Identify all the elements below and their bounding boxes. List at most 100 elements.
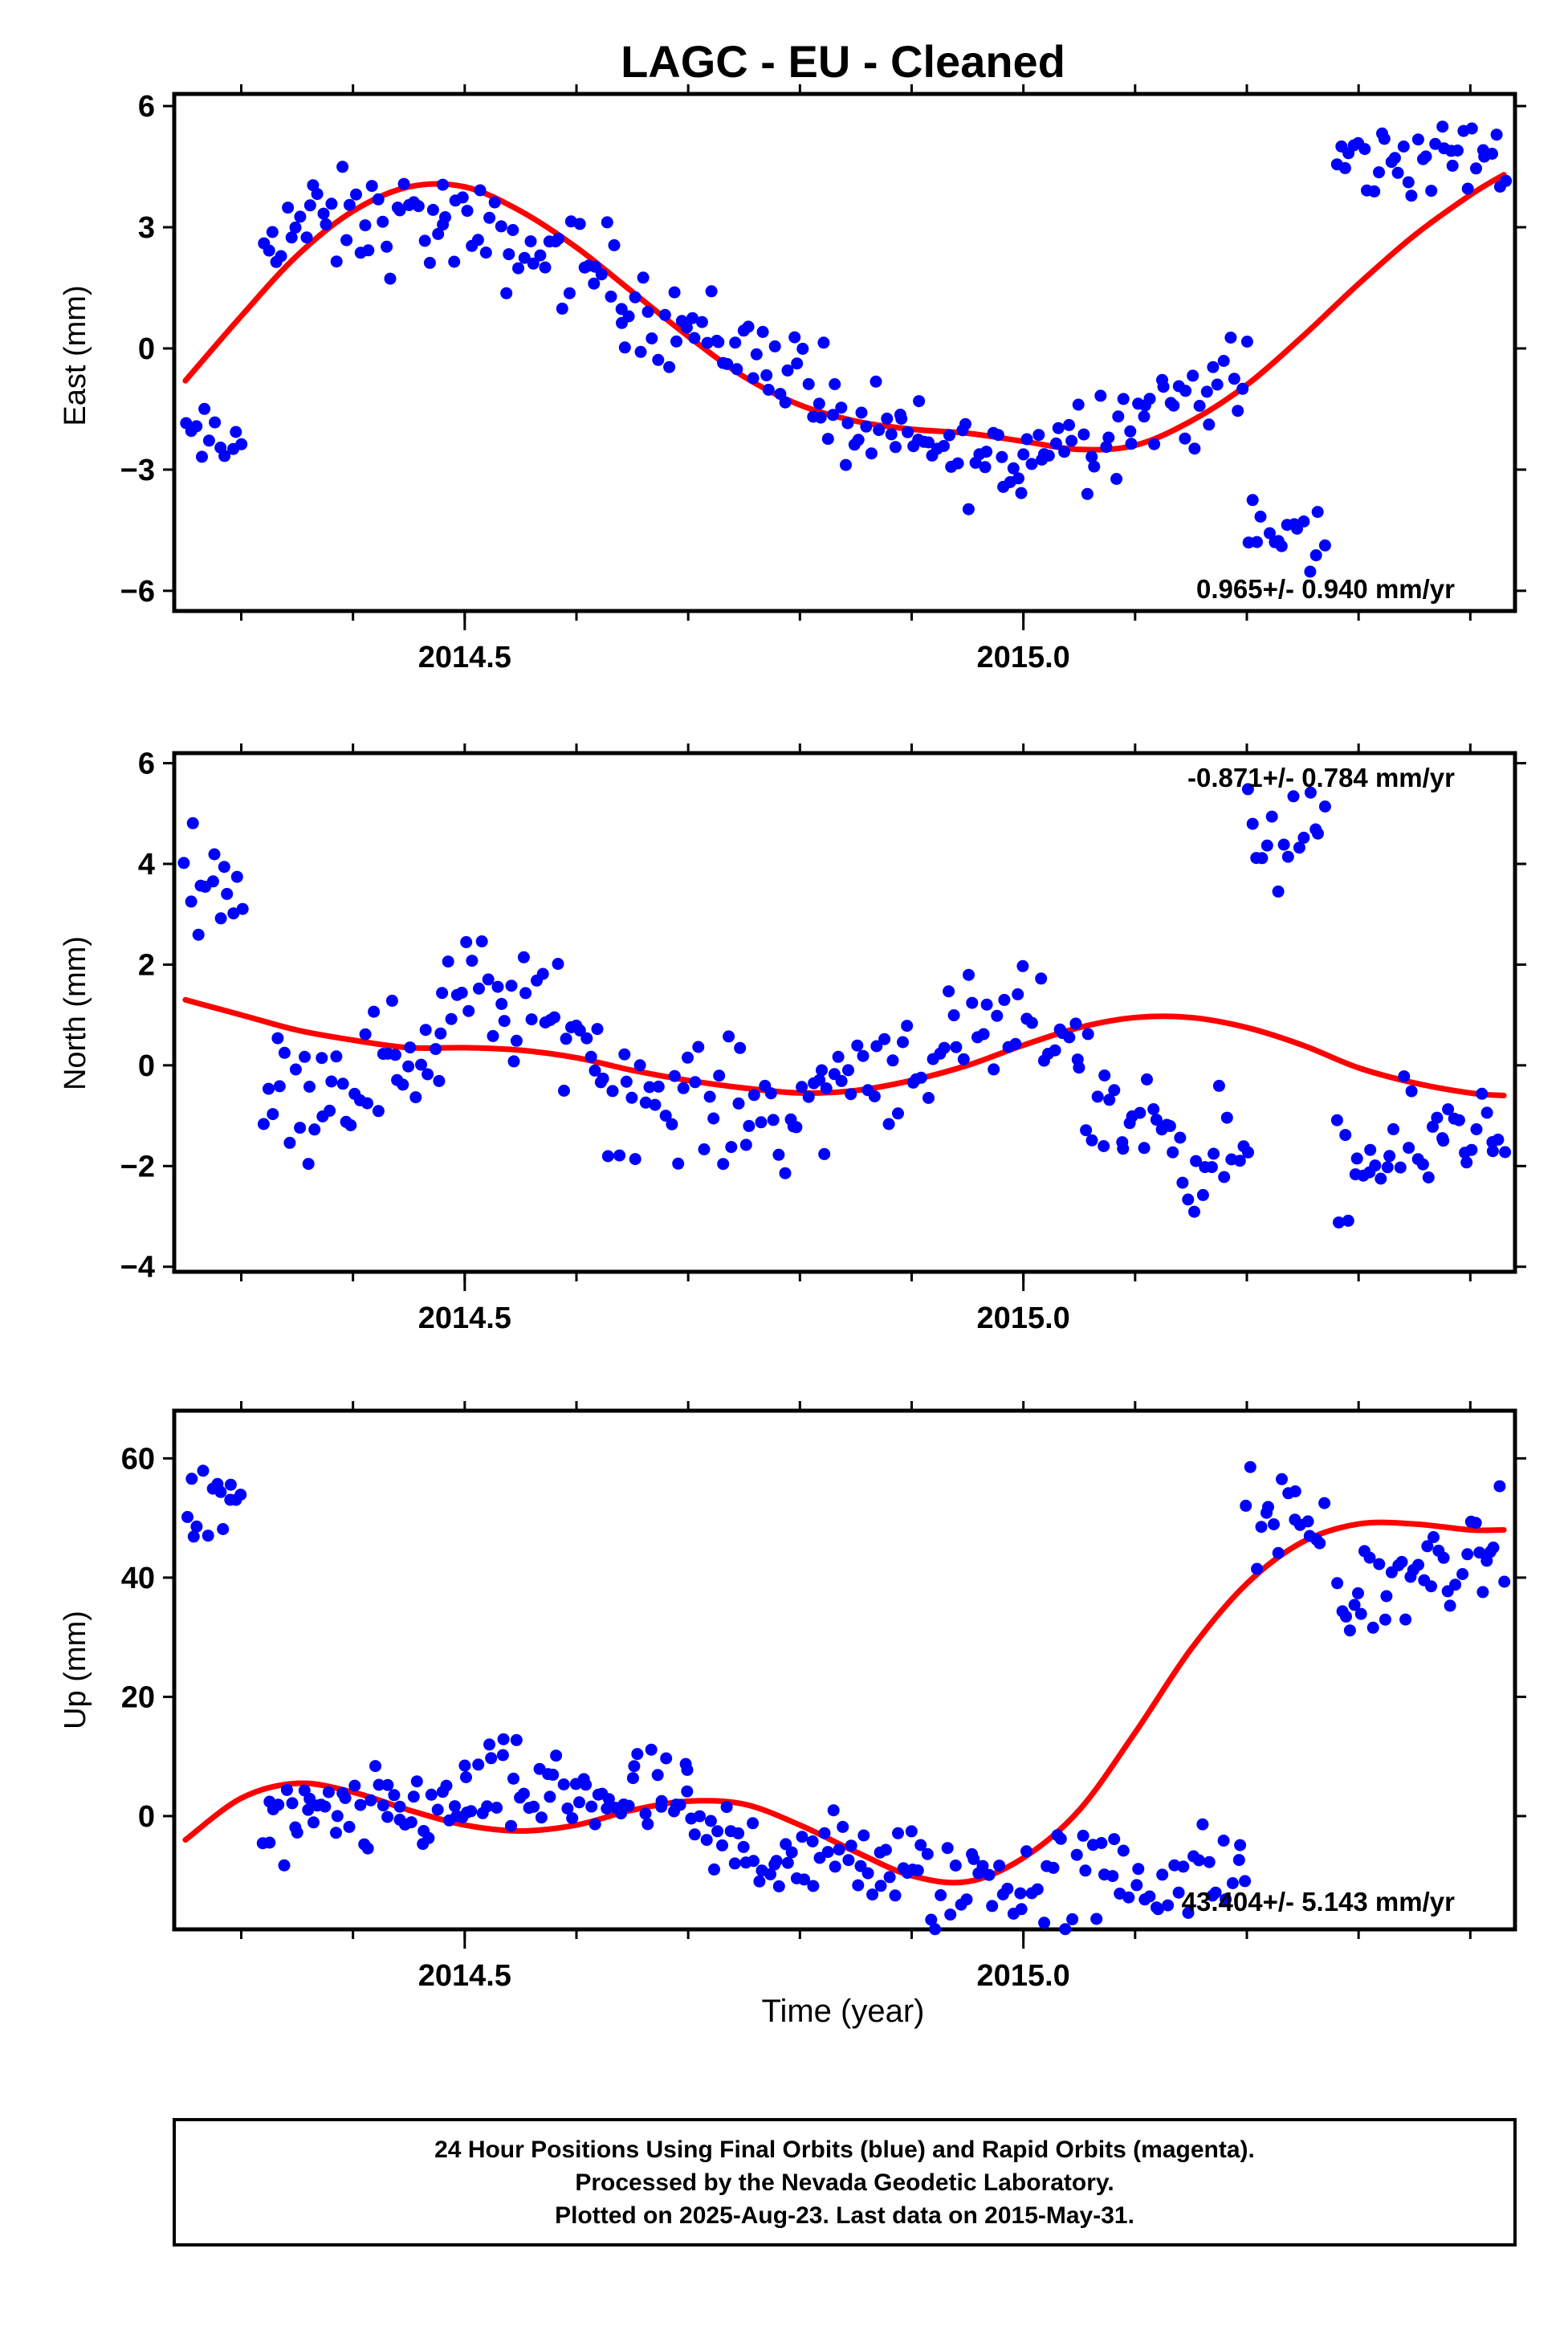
data-point <box>1167 1146 1179 1159</box>
data-point <box>947 1009 960 1021</box>
data-point <box>772 1880 785 1892</box>
data-point <box>1493 1480 1506 1493</box>
data-point <box>905 1825 918 1838</box>
data-point <box>257 1118 270 1130</box>
data-point <box>235 438 248 450</box>
data-point <box>331 1810 344 1823</box>
data-point <box>1122 1891 1135 1904</box>
data-point <box>645 1743 658 1756</box>
data-points-up <box>181 1460 1511 1936</box>
data-point <box>547 1768 560 1781</box>
y-tick-label-north: 4 <box>138 848 155 882</box>
data-point <box>1452 145 1464 157</box>
data-point <box>1244 1460 1256 1473</box>
data-point <box>1077 1829 1089 1842</box>
data-point <box>1378 132 1391 145</box>
data-point <box>1042 450 1055 462</box>
data-point <box>430 1043 442 1056</box>
data-point <box>976 1860 989 1872</box>
data-point <box>1080 1124 1093 1137</box>
data-point <box>1054 1832 1067 1845</box>
data-point <box>181 1510 193 1523</box>
data-point <box>339 1791 352 1804</box>
data-point <box>534 249 547 262</box>
data-point <box>832 1050 845 1063</box>
data-point <box>539 261 552 274</box>
data-point <box>639 1096 652 1109</box>
data-point <box>1179 385 1192 397</box>
data-point <box>1138 410 1151 423</box>
data-point <box>595 268 608 281</box>
data-point <box>639 1807 652 1820</box>
data-point <box>289 221 302 234</box>
data-point <box>1176 1176 1189 1189</box>
data-point <box>922 1092 935 1104</box>
data-point <box>713 1069 726 1082</box>
data-point <box>641 1818 654 1831</box>
data-point <box>1143 1890 1156 1903</box>
data-point <box>1108 1833 1121 1846</box>
data-point <box>217 1523 230 1535</box>
data-point <box>359 1028 372 1041</box>
data-point <box>963 968 975 981</box>
data-point <box>1218 1171 1231 1183</box>
data-point <box>273 1080 286 1093</box>
data-point <box>833 1843 845 1856</box>
y-tick-label-north: 0 <box>138 1049 155 1083</box>
data-point <box>813 1073 826 1086</box>
data-point <box>1015 487 1028 499</box>
panel-up: Up (mm) 0 20 40 60 2014.5 2015.0 43.404+/- 5.… <box>59 1401 1526 1993</box>
x-tick-label-up: 2015.0 <box>977 1959 1070 1993</box>
data-point <box>415 1058 427 1071</box>
data-point <box>481 1800 494 1813</box>
data-point <box>377 1799 389 1812</box>
data-point <box>455 987 468 999</box>
data-point <box>688 1828 701 1841</box>
data-point <box>197 1464 210 1477</box>
data-point <box>397 177 410 190</box>
data-point <box>558 1085 570 1097</box>
data-point <box>1182 1193 1195 1206</box>
data-point <box>865 447 878 460</box>
data-point <box>1035 972 1048 985</box>
data-point <box>943 985 955 998</box>
data-point <box>663 360 676 373</box>
data-point <box>1391 166 1404 179</box>
data-point <box>720 1801 733 1814</box>
y-axis-label-up: Up (mm) <box>59 1611 92 1729</box>
data-point <box>601 216 613 229</box>
data-point <box>412 200 425 213</box>
data-point <box>935 1889 947 1901</box>
data-point <box>1352 1587 1364 1599</box>
data-point <box>1179 432 1191 445</box>
data-point <box>369 1760 381 1773</box>
data-point <box>1342 1214 1354 1227</box>
data-point <box>1167 399 1180 412</box>
data-point <box>881 412 894 425</box>
data-point <box>841 417 854 430</box>
data-point <box>361 1097 373 1110</box>
data-point <box>234 1489 247 1501</box>
data-point <box>764 1087 777 1100</box>
data-point <box>728 1857 741 1870</box>
data-point <box>190 420 203 433</box>
data-point <box>960 1893 973 1906</box>
data-point <box>655 1794 668 1807</box>
data-point <box>214 1485 227 1498</box>
data-point <box>1032 429 1045 442</box>
data-point <box>294 210 307 223</box>
data-point <box>1358 143 1371 156</box>
data-point <box>796 1081 808 1094</box>
axes-north: −4 −2 0 2 4 6 2014.5 2015.0 <box>120 743 1526 1335</box>
data-point <box>283 1136 296 1149</box>
data-point <box>701 336 714 349</box>
data-point <box>1187 369 1199 382</box>
data-point <box>527 1800 540 1813</box>
data-point <box>668 1069 681 1082</box>
data-point <box>1100 441 1113 454</box>
data-point <box>330 255 343 268</box>
data-point <box>625 1091 638 1104</box>
data-point <box>381 1778 394 1791</box>
footer-line-2: Processed by the Nevada Geodetic Laborat… <box>575 2169 1114 2196</box>
data-point <box>536 967 549 980</box>
